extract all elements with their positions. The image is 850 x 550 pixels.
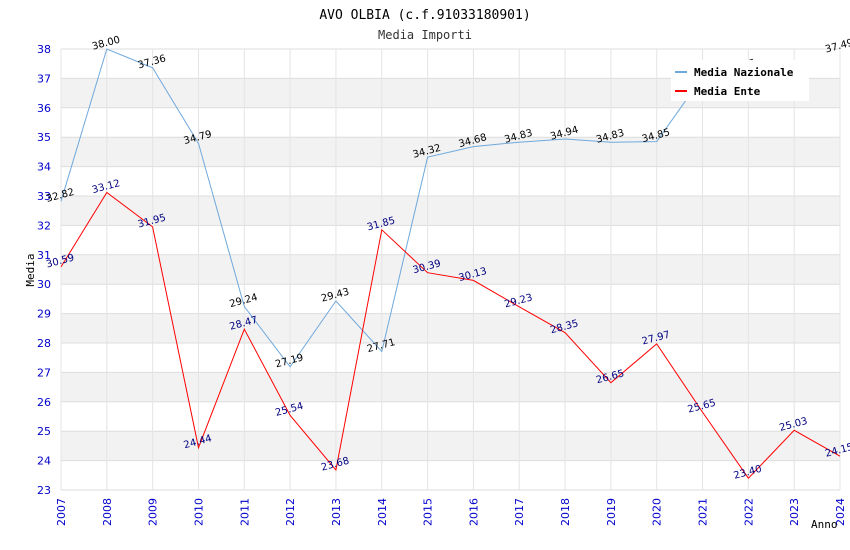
x-tick-label: 2008 [101, 498, 114, 526]
x-tick-label: 2009 [147, 498, 160, 526]
grid-band [61, 372, 840, 402]
data-label: 37.36 [137, 53, 168, 71]
series-line-media-nazionale [60, 48, 795, 368]
x-tick-label: 2021 [697, 498, 710, 526]
x-tick-label: 2011 [238, 498, 251, 526]
x-tick-label: 2007 [55, 498, 68, 526]
y-tick-label: 38 [37, 43, 51, 56]
x-tick-label: 2024 [834, 498, 847, 526]
legend: Media Nazionale Media Ente [671, 60, 809, 101]
y-axis-label: Media [24, 253, 37, 286]
y-tick-label: 33 [37, 190, 51, 203]
y-tick-label: 34 [37, 161, 51, 174]
x-tick-label: 2016 [467, 498, 480, 526]
data-label: 37.49 [824, 37, 850, 55]
data-label: 25.54 [274, 401, 305, 419]
x-tick-label: 2020 [651, 498, 664, 526]
y-tick-label: 32 [37, 219, 51, 232]
x-tick-label: 2014 [376, 498, 389, 526]
y-tick-label: 29 [37, 308, 51, 321]
series-lines [60, 48, 841, 479]
y-tick-label: 28 [37, 337, 51, 350]
x-axis-label: Anno [811, 518, 838, 531]
x-axis-ticks: 2007 2008 2009 2010 2011 2012 2013 2014 2015 2016… [55, 498, 847, 526]
x-tick-label: 2015 [422, 498, 435, 526]
chart-subtitle: Media Importi [378, 28, 472, 42]
legend-entry: Media Nazionale [694, 66, 794, 79]
data-label: 27.19 [274, 352, 305, 370]
y-tick-label: 23 [37, 484, 51, 497]
data-label: 29.24 [228, 292, 259, 310]
x-tick-label: 2022 [742, 498, 755, 526]
grid-band [61, 313, 840, 343]
y-tick-label: 35 [37, 131, 51, 144]
data-label: 23.40 [732, 464, 763, 482]
series-line-media-ente [60, 191, 841, 479]
grid-band [61, 254, 840, 285]
chart-title: AVO OLBIA (c.f.91033180901) [319, 8, 530, 23]
y-tick-label: 31 [37, 249, 51, 262]
x-tick-label: 2019 [605, 498, 618, 526]
grid-band [61, 431, 840, 461]
legend-entry: Media Ente [694, 85, 761, 98]
x-tick-label: 2018 [559, 498, 572, 526]
y-tick-label: 24 [37, 455, 51, 468]
grid-lines [60, 48, 841, 491]
grid-band [61, 196, 840, 226]
y-axis-ticks: 23 24 25 26 27 28 29 30 31 32 33 34 35 36 37 38 [37, 43, 51, 497]
x-tick-label: 2017 [513, 498, 526, 526]
grid-bands [61, 78, 840, 461]
legend-box [671, 60, 809, 101]
y-tick-label: 25 [37, 425, 51, 438]
y-tick-label: 26 [37, 396, 51, 409]
data-label: 29.23 [503, 292, 534, 310]
y-tick-label: 27 [37, 366, 51, 379]
y-tick-label: 30 [37, 278, 51, 291]
x-tick-label: 2010 [192, 498, 205, 526]
x-tick-label: 2013 [330, 498, 343, 526]
x-tick-label: 2012 [284, 498, 297, 526]
y-tick-label: 37 [37, 72, 51, 85]
y-tick-label: 36 [37, 102, 51, 115]
x-tick-label: 2023 [788, 498, 801, 526]
